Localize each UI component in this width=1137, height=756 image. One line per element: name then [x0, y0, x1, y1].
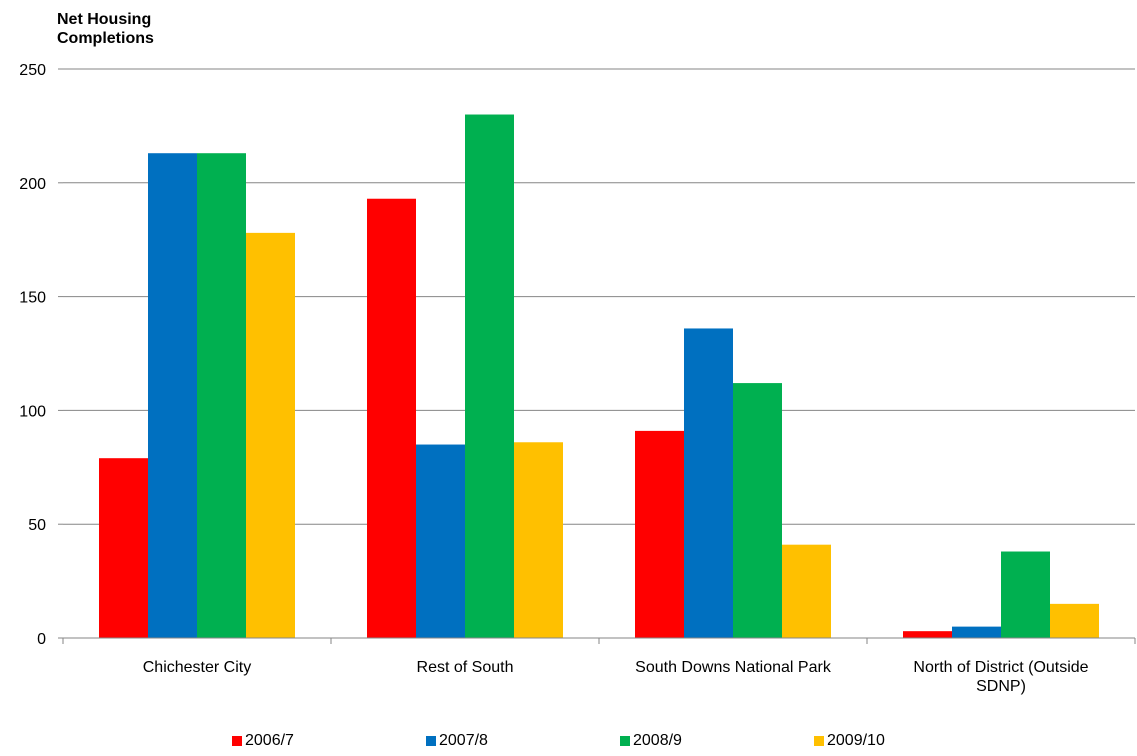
bar — [197, 153, 246, 638]
axes — [58, 68, 1136, 644]
bar — [465, 114, 514, 638]
legend-swatch — [426, 736, 436, 746]
bar — [635, 430, 684, 638]
legend-item: 2008/9 — [620, 732, 682, 750]
bar — [514, 442, 563, 638]
y-tick-labels: 0 50 100 150 200 250 — [19, 62, 46, 648]
y-tick-label: 150 — [19, 290, 46, 307]
legend-swatch — [232, 736, 242, 746]
x-tick-label: North of District (Outside SDNP) — [913, 659, 1088, 695]
legend-label: 2006/7 — [245, 732, 294, 749]
bar — [733, 383, 782, 638]
bar — [684, 328, 733, 638]
bars — [99, 114, 1099, 638]
y-tick-label: 0 — [37, 631, 46, 648]
x-tick-label: Rest of South — [417, 659, 514, 676]
legend-label: 2009/10 — [827, 732, 885, 749]
bar — [367, 198, 416, 638]
legend-swatch — [620, 736, 630, 746]
y-axis-title-line-1: Net Housing — [57, 11, 152, 28]
legend-label: 2007/8 — [439, 732, 488, 749]
legend-item: 2006/7 — [232, 732, 294, 750]
y-tick-label: 200 — [19, 176, 46, 193]
bar — [1001, 551, 1050, 638]
y-axis-title: Net Housing Completions — [57, 10, 154, 48]
legend: 2006/7 2007/8 2008/9 2009/10 — [0, 732, 1137, 754]
legend-item: 2007/8 — [426, 732, 488, 750]
y-axis-title-line-2: Completions — [57, 30, 154, 47]
bar — [148, 153, 197, 638]
bar — [246, 232, 295, 638]
bar — [416, 444, 465, 638]
legend-item: 2009/10 — [814, 732, 885, 750]
x-tick-labels: Chichester City Rest of South South Downs … — [143, 659, 1089, 695]
x-tick-label: South Downs National Park — [635, 659, 832, 676]
bar — [903, 631, 952, 638]
y-tick-label: 250 — [19, 62, 46, 79]
bar — [782, 544, 831, 638]
bar — [99, 458, 148, 638]
y-tick-label: 50 — [28, 517, 46, 534]
legend-label: 2008/9 — [633, 732, 682, 749]
bar — [1050, 603, 1099, 638]
bar-chart: 0 50 100 150 200 250 Chichester City Rest of S… — [19, 62, 1136, 695]
y-tick-label: 100 — [19, 403, 46, 420]
legend-swatch — [814, 736, 824, 746]
bar — [952, 626, 1001, 638]
x-tick-label: Chichester City — [143, 659, 251, 676]
